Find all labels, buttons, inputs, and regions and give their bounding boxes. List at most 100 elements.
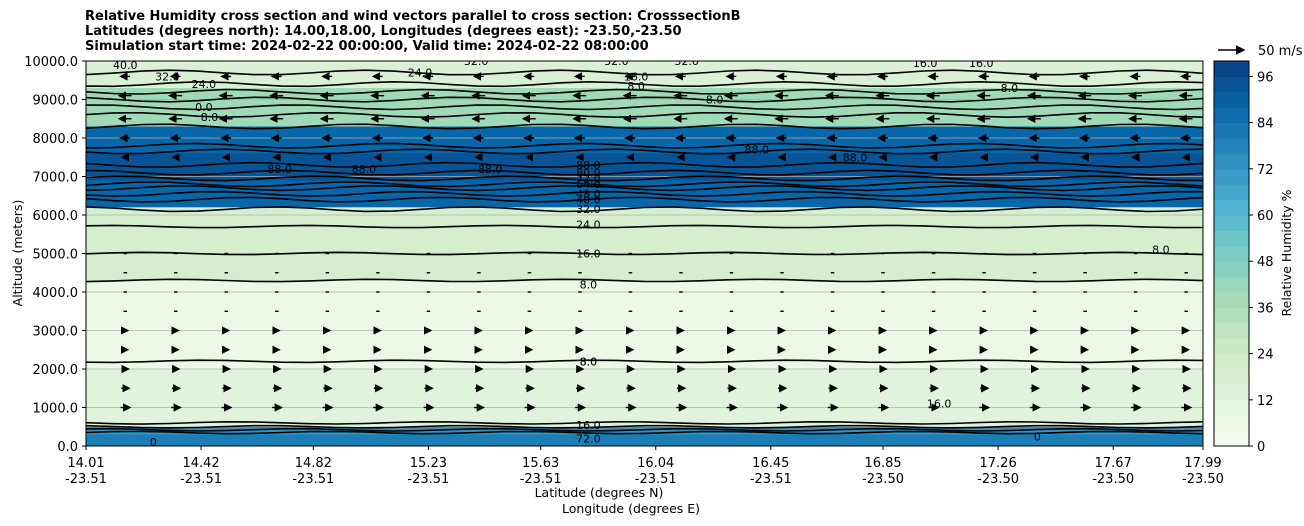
colorbar-segment [1214,276,1249,293]
colorbar: 0 12 24 36 48 60 72 84 96 [1214,61,1274,455]
contour-line-6 [86,251,1203,256]
contour-label: 0.0 [195,101,213,114]
contour-line-11 [86,185,1203,192]
x-axis: 14.01-23.5114.42-23.5114.82-23.5115.23-2… [65,446,1224,487]
x-tick-lat: 15.63 [522,456,559,471]
contour-label: 24.0 [408,67,433,80]
x-tick-lat: 17.67 [1095,456,1132,471]
contour-label: 8.0 [580,278,598,291]
contour-line-14 [86,169,1203,176]
contour-label: 88.0 [352,163,377,176]
humidity-band-3 [86,207,1203,281]
contour-label: 16.0 [913,57,938,70]
contour-label: 16.0 [576,419,601,432]
colorbar-segment [1214,384,1249,401]
x-tick-lon: -23.51 [635,472,677,487]
y-tick-label: 8000.0 [33,132,79,147]
contour-label: 64.0 [576,178,601,191]
x-tick-lon: -23.51 [407,472,449,487]
contour-line-22 [86,88,1203,95]
colorbar-segment [1214,338,1249,355]
colorbar-segment [1214,353,1249,370]
x-tick-lon: -23.51 [180,472,222,487]
contour-labels: 8.08.016.024.032.040.048.064.072.080.088… [113,55,1170,446]
plot-area: 8.08.016.024.032.040.048.064.072.080.088… [86,55,1203,446]
contour-line-13 [86,175,1203,182]
quiver-key-label: 50 m/s [1258,44,1303,59]
contour-line-20 [86,104,1203,111]
colorbar-segment [1214,153,1249,170]
colorbar-segment [1214,138,1249,154]
wind-vectors [117,72,1193,412]
x-tick-lat: 17.26 [980,456,1017,471]
contour-label: 88.0 [843,151,868,164]
colorbar-segment [1214,184,1249,201]
x-axis-label-line-2: Longitude (degrees E) [562,501,700,516]
colorbar-label: Relative Humidity % [1279,189,1294,316]
contour-label: 0 [1034,430,1041,443]
x-tick-lat: 14.42 [182,456,219,471]
contour-label: 16.0 [969,57,994,70]
colorbar-segment [1214,322,1249,339]
x-tick-lat: 16.04 [637,456,674,471]
colorbar-segment [1214,76,1249,93]
x-tick-lat: 15.23 [410,456,447,471]
colorbar-segment [1214,415,1249,432]
contour-label: 8.0 [201,111,219,124]
contour-line-3 [86,420,1203,425]
contour-label: 16.0 [927,398,952,411]
colorbar-tick-label: 24 [1257,348,1274,363]
surface-moist-layer [86,434,1203,446]
humidity-band-1 [86,369,1203,427]
y-tick-label: 5000.0 [33,248,79,263]
contour-label: 24.0 [576,219,601,232]
contour-label: 24.0 [192,78,217,91]
moist-core [86,153,1203,181]
y-axis-label: Altitude (meters) [10,200,25,307]
x-tick-lon: -23.50 [977,472,1019,487]
colorbar-segment [1214,399,1249,416]
x-axis-label-line-1: Latitude (degrees N) [535,485,664,500]
colorbar-segment [1214,61,1249,77]
contour-line-12 [86,181,1203,188]
y-tick-label: 2000.0 [33,363,79,378]
contour-label: 8.0 [706,94,724,107]
x-tick-lat: 16.45 [752,456,789,471]
y-tick-label: 0.0 [57,440,78,455]
colorbar-segment [1214,430,1249,447]
y-tick-label: 10000.0 [24,55,78,70]
x-tick-lat: 14.82 [295,456,332,471]
contour-line-10 [86,190,1203,197]
colorbar-tick-label: 12 [1257,394,1274,409]
contour-label: 40.0 [113,59,138,72]
contour-label: 16.0 [624,70,649,83]
colorbar-tick-label: 72 [1257,163,1274,178]
contour-label: 48.0 [576,188,601,201]
contour-label: 8.0 [627,80,645,93]
contour-line-18 [86,123,1203,130]
title-line-2: Latitudes (degrees north): 14.00,18.00, … [85,24,682,39]
y-tick-label: 4000.0 [33,286,79,301]
x-tick-lon: -23.51 [292,472,334,487]
contour-label: 88.0 [576,159,601,172]
contour-label: 80.0 [576,167,601,180]
colorbar-segment [1214,307,1249,324]
contour-label: 32.0 [674,55,699,68]
contour-label: 8.0 [1001,82,1019,95]
colorbar-segment [1214,215,1249,231]
x-tick-lat: 14.01 [67,456,104,471]
colorbar-segment [1214,168,1249,185]
colorbar-segment [1214,245,1249,262]
contour-line-0 [86,430,1203,435]
y-tick-label: 6000.0 [33,209,79,224]
contour-label: 88.0 [745,144,770,157]
contour-label: 88.0 [478,163,503,176]
contour-line-1 [86,427,1203,432]
colorbar-segment [1214,369,1249,385]
colorbar-tick-label: 48 [1257,255,1274,270]
colorbar-tick-label: 84 [1257,117,1274,132]
x-tick-lon: -23.50 [1182,472,1224,487]
x-tick-lon: -23.50 [862,472,904,487]
colorbar-segment [1214,292,1249,308]
contour-line-15 [86,161,1203,168]
